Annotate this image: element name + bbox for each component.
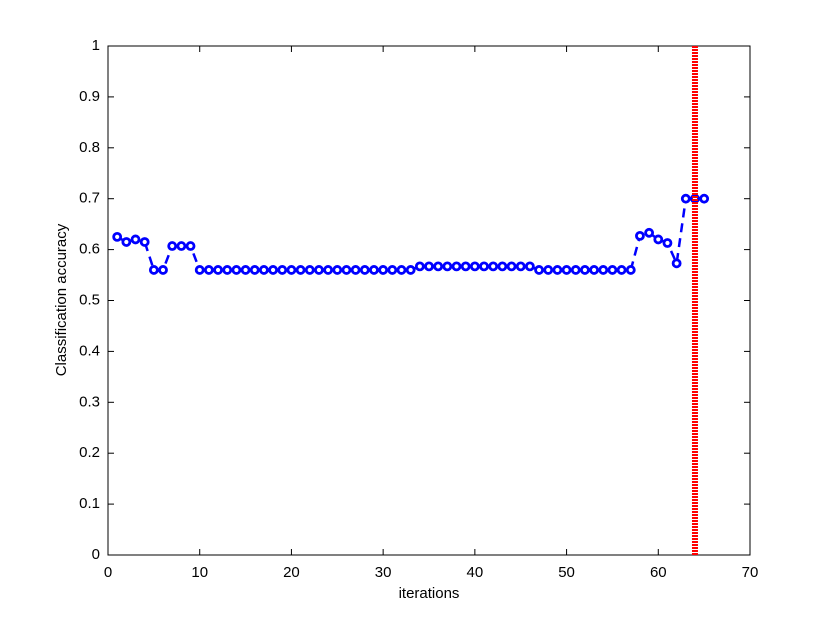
marker [378, 265, 389, 275]
marker [616, 265, 627, 275]
marker [240, 265, 251, 275]
x-tick-label: 60 [650, 564, 667, 581]
marker [323, 265, 334, 275]
marker [589, 265, 599, 275]
marker [524, 261, 535, 272]
marker [158, 265, 168, 275]
y-tick-label: 0.3 [79, 393, 100, 410]
x-tick-label: 10 [191, 564, 208, 581]
marker [543, 265, 554, 275]
marker [635, 230, 645, 241]
x-tick-label: 50 [558, 564, 575, 581]
marker [139, 237, 150, 247]
y-tick-label: 1 [92, 37, 100, 54]
marker [671, 258, 682, 269]
marker [433, 261, 444, 272]
marker [414, 261, 425, 272]
marker [451, 261, 462, 272]
x-axis-label: iterations [399, 585, 460, 602]
marker [286, 265, 297, 275]
marker [625, 265, 636, 275]
marker [506, 261, 517, 272]
marker [424, 261, 434, 272]
marker [699, 193, 710, 204]
x-tick-label: 20 [283, 564, 300, 581]
marker [249, 265, 260, 275]
marker [561, 265, 572, 275]
marker [259, 265, 269, 275]
marker [213, 265, 223, 275]
y-tick-label: 0.1 [79, 495, 100, 512]
y-tick-label: 0.6 [79, 241, 100, 258]
marker [680, 193, 691, 204]
marker [580, 265, 590, 275]
marker [148, 265, 159, 275]
x-tick-label: 0 [104, 564, 112, 581]
marker [396, 265, 407, 275]
marker [222, 265, 233, 275]
marker [488, 261, 499, 272]
marker [644, 227, 655, 238]
x-tick-label: 30 [375, 564, 392, 581]
marker [598, 265, 609, 275]
marker [607, 265, 618, 275]
marker [332, 265, 343, 275]
marker [497, 261, 508, 272]
marker [387, 265, 398, 275]
marker [314, 265, 324, 275]
marker [341, 265, 352, 275]
y-tick-label: 0.4 [79, 342, 100, 359]
x-tick-label: 40 [467, 564, 484, 581]
y-tick-label: 0 [92, 546, 100, 563]
marker [203, 265, 214, 275]
marker [653, 234, 664, 245]
marker [460, 261, 471, 272]
marker [479, 261, 489, 272]
y-tick-label: 0.5 [79, 291, 100, 308]
marker [570, 265, 581, 275]
marker [130, 234, 141, 245]
marker [167, 241, 178, 251]
marker [369, 265, 379, 275]
y-tick-label: 0.9 [79, 88, 100, 105]
marker [534, 265, 544, 275]
y-tick-label: 0.7 [79, 190, 100, 207]
y-tick-label: 0.8 [79, 139, 100, 156]
marker [359, 265, 370, 275]
plot-area [107, 45, 751, 556]
marker [112, 231, 123, 242]
marker [304, 265, 315, 275]
x-tick-label: 70 [742, 564, 759, 581]
marker [552, 265, 563, 275]
marker [295, 265, 306, 275]
marker [231, 265, 242, 275]
marker [350, 265, 361, 275]
marker [469, 261, 480, 272]
marker [277, 265, 288, 275]
marker [194, 265, 205, 275]
marker [121, 237, 132, 247]
marker [662, 238, 673, 248]
y-axis-label: Classification accuracy [53, 223, 70, 376]
marker [515, 261, 526, 272]
y-tick-label: 0.2 [79, 444, 100, 461]
marker [405, 265, 416, 275]
marker [268, 265, 278, 275]
marker [176, 241, 187, 251]
marker [185, 241, 196, 251]
marker [442, 261, 453, 272]
